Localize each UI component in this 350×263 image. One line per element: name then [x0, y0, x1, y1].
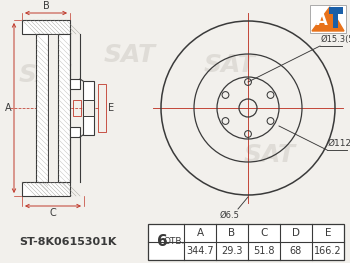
- Bar: [22, 182, 70, 196]
- Bar: [83, 100, 94, 116]
- Text: A: A: [196, 228, 204, 238]
- Text: Ø6.5: Ø6.5: [220, 211, 240, 220]
- Bar: [70, 79, 80, 89]
- Bar: [58, 34, 70, 182]
- Bar: [36, 34, 48, 182]
- Text: D: D: [292, 228, 300, 238]
- Text: D: D: [61, 103, 69, 113]
- Bar: [329, 7, 343, 14]
- Text: 29.3: 29.3: [221, 246, 243, 256]
- Text: SAT: SAT: [244, 143, 296, 167]
- Polygon shape: [312, 7, 344, 31]
- Text: C: C: [50, 208, 56, 218]
- Text: E: E: [108, 103, 114, 113]
- Text: 68: 68: [290, 246, 302, 256]
- Text: 166.2: 166.2: [314, 246, 342, 256]
- Bar: [148, 224, 344, 260]
- Text: 6: 6: [157, 235, 167, 250]
- Bar: [73, 100, 81, 116]
- Text: B: B: [43, 1, 49, 11]
- Text: Ø112: Ø112: [328, 139, 350, 148]
- Text: 344.7: 344.7: [186, 246, 214, 256]
- Text: ST-8K0615301K: ST-8K0615301K: [19, 237, 117, 247]
- Text: A: A: [316, 13, 327, 28]
- Bar: [83, 81, 94, 135]
- Text: SAT: SAT: [19, 63, 71, 87]
- Bar: [70, 127, 80, 137]
- Bar: [334, 7, 338, 28]
- Text: SAT: SAT: [204, 53, 256, 77]
- Text: E: E: [325, 228, 331, 238]
- Text: 51.8: 51.8: [253, 246, 275, 256]
- Bar: [98, 84, 106, 132]
- Bar: [22, 20, 70, 34]
- Text: A: A: [5, 103, 12, 113]
- Bar: [310, 5, 346, 33]
- Text: Ø15.3(5): Ø15.3(5): [321, 35, 350, 44]
- Text: B: B: [229, 228, 236, 238]
- Bar: [48, 34, 58, 182]
- Text: SAT: SAT: [104, 43, 156, 67]
- Text: ОТВ.: ОТВ.: [163, 237, 185, 246]
- Text: C: C: [260, 228, 268, 238]
